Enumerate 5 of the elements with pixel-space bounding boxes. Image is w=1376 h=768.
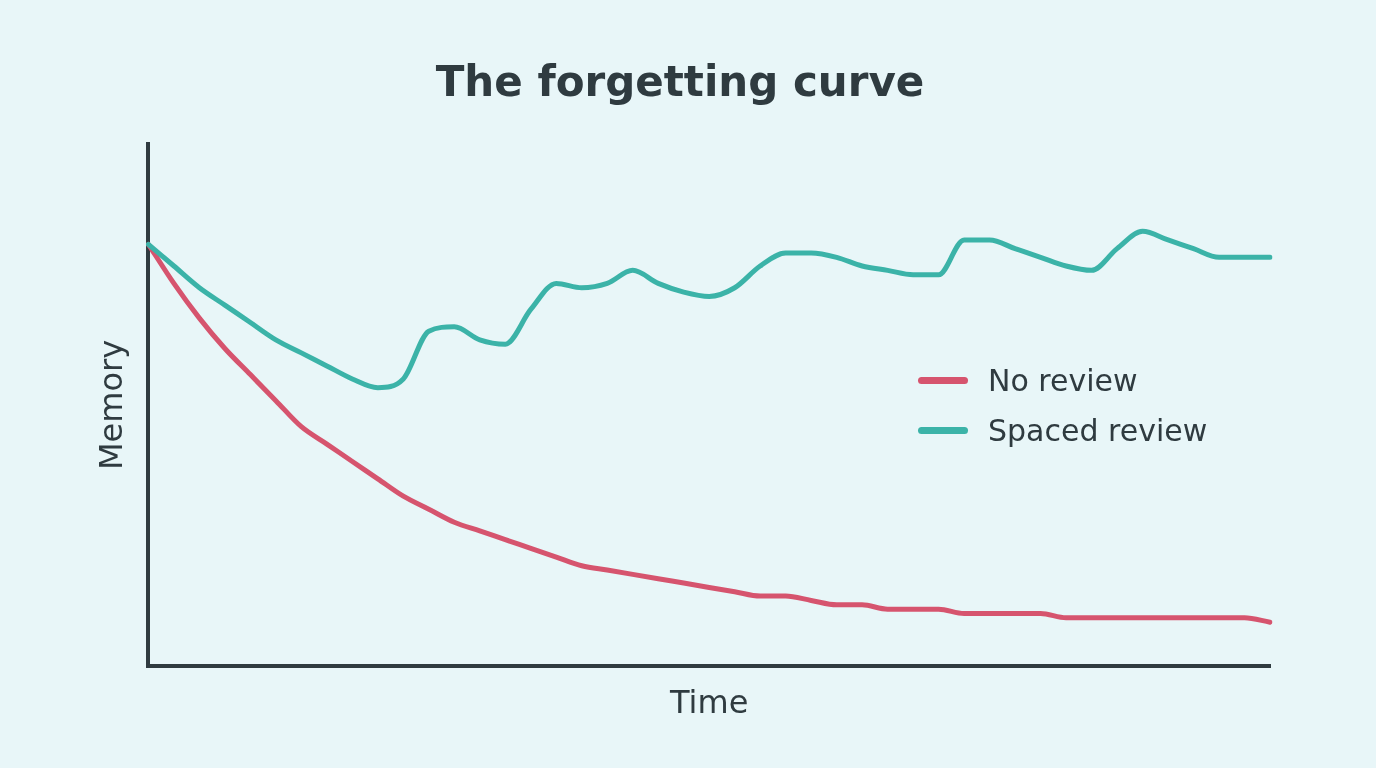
- y-axis-title: Memory: [91, 339, 130, 471]
- chart-title: The forgetting curve: [435, 57, 925, 107]
- legend-label: No review: [988, 362, 1138, 398]
- legend-label: Spaced review: [988, 412, 1208, 448]
- x-axis-title: Time: [669, 683, 749, 722]
